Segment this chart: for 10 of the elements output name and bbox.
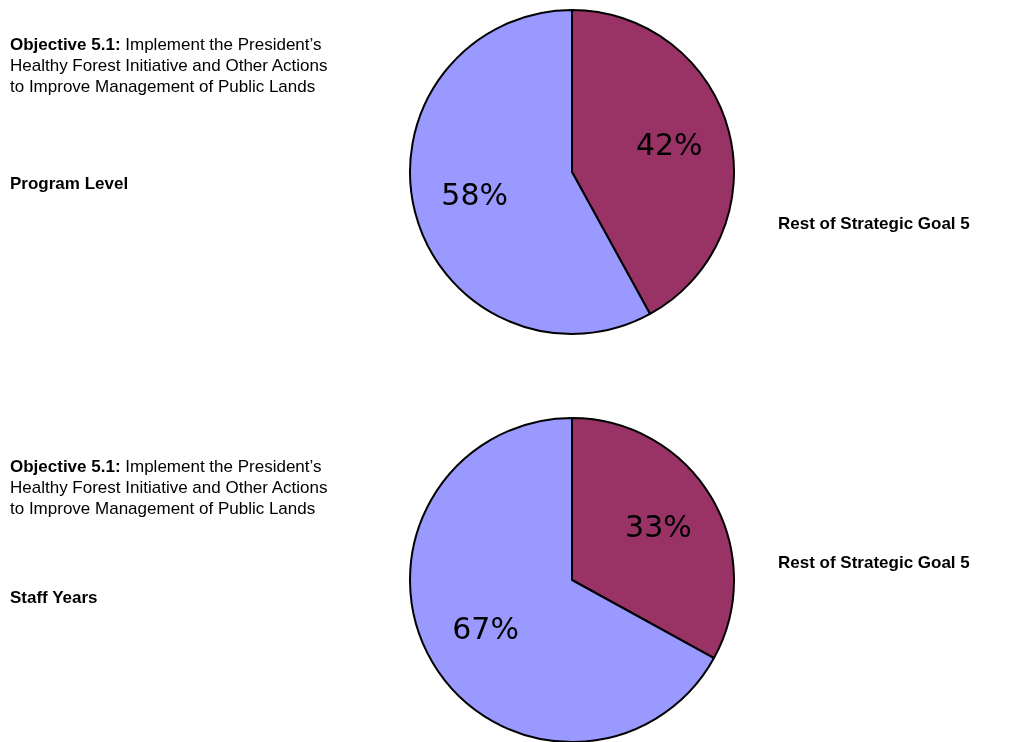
data-label: 58%: [441, 176, 509, 212]
data-label: 33%: [625, 508, 692, 544]
data-label: 42%: [635, 126, 703, 162]
data-label: 67%: [452, 610, 519, 646]
slice-label: Objective 5.1: Implement the President’s Healthy Forest Initiative and Other Actions to Improve Management of Public Lands: [10, 34, 329, 97]
slice-label: Objective 5.1: Implement the President’s Healthy Forest Initiative and Other Actions to Improve Management of Public Lands: [10, 456, 329, 519]
text: Staff Years: [10, 588, 98, 608]
slice-label: Rest of Strategic Goal 5: [778, 553, 970, 573]
slice-label: Rest of Strategic Goal 5: [778, 214, 970, 234]
text: Program Level: [10, 174, 129, 194]
